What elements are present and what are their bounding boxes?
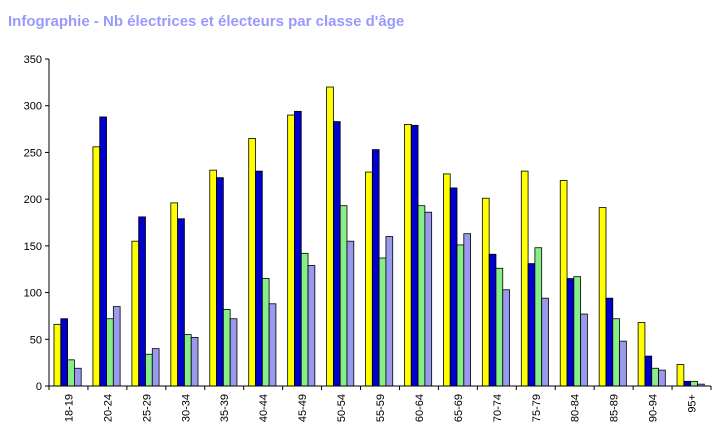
bar-90-94-series-2 xyxy=(644,355,653,387)
bar-85-89-series-4 xyxy=(619,340,627,387)
bar-20-24-series-4 xyxy=(112,306,121,387)
bar-55-59-series-4 xyxy=(385,236,394,387)
bar-18-19-series-1 xyxy=(53,323,62,387)
bar-25-29-series-4 xyxy=(151,348,160,387)
bar-30-34-series-2 xyxy=(177,218,185,387)
bar-65-69-series-3 xyxy=(456,244,465,387)
x-tick-label: 30-34 xyxy=(180,394,192,422)
y-tick-label: 250 xyxy=(24,147,42,159)
bar-60-64-series-4 xyxy=(424,211,433,387)
bar-50-54-series-3 xyxy=(339,205,348,387)
bar-90-94-series-3 xyxy=(651,367,659,387)
bar-30-34-series-4 xyxy=(190,337,199,387)
bar-90-94-series-4 xyxy=(658,369,666,387)
y-tick-label: 350 xyxy=(24,54,42,66)
bar-35-39-series-3 xyxy=(222,308,231,387)
bar-25-29-series-2 xyxy=(138,216,146,387)
bar-60-64-series-3 xyxy=(417,205,426,387)
y-tick-label: 50 xyxy=(30,334,42,346)
bar-75-79-series-4 xyxy=(541,297,549,387)
bar-30-34-series-1 xyxy=(170,202,179,387)
bar-45-49-series-1 xyxy=(287,114,295,387)
bar-65-69-series-4 xyxy=(463,233,472,387)
bar-70-74-series-3 xyxy=(495,267,504,387)
x-tick-label: 20-24 xyxy=(102,394,114,422)
bar-70-74-series-2 xyxy=(488,253,497,387)
bar-60-64-series-2 xyxy=(410,124,419,387)
y-tick-label: 0 xyxy=(36,381,42,393)
x-tick-label: 75-79 xyxy=(531,394,543,422)
x-tick-label: 70-74 xyxy=(492,394,504,422)
bar-75-79-series-3 xyxy=(534,247,543,387)
bar-85-89-series-2 xyxy=(605,297,614,387)
bar-40-44-series-1 xyxy=(248,138,256,387)
bar-80-84-series-3 xyxy=(573,276,582,387)
y-tick-label: 150 xyxy=(24,241,42,253)
x-tick-label: 65-69 xyxy=(453,394,465,422)
x-tick-label: 50-54 xyxy=(336,394,348,422)
bar-80-84-series-1 xyxy=(559,180,568,387)
bar-40-44-series-4 xyxy=(268,303,277,387)
x-tick-label: 35-39 xyxy=(219,394,231,422)
bar-50-54-series-4 xyxy=(346,240,355,387)
bar-75-79-series-1 xyxy=(520,170,529,387)
bar-70-74-series-1 xyxy=(481,197,490,387)
bar-80-84-series-4 xyxy=(580,313,588,387)
bar-45-49-series-3 xyxy=(300,252,309,387)
bar-65-69-series-2 xyxy=(449,187,458,387)
bar-65-69-series-1 xyxy=(443,173,451,387)
bar-45-49-series-4 xyxy=(307,265,316,387)
x-tick-label: 55-59 xyxy=(375,394,387,422)
bar-50-54-series-1 xyxy=(326,86,334,387)
x-tick-label: 80-84 xyxy=(570,394,582,422)
y-tick-label: 300 xyxy=(24,101,42,113)
bar-35-39-series-1 xyxy=(209,169,217,387)
bar-85-89-series-3 xyxy=(612,318,620,387)
bar-95+-series-2 xyxy=(683,380,692,387)
x-tick-label: 95+ xyxy=(687,394,699,413)
bar-20-24-series-2 xyxy=(99,116,107,387)
bar-40-44-series-2 xyxy=(255,170,263,387)
bar-35-39-series-4 xyxy=(229,318,238,387)
bar-55-59-series-2 xyxy=(371,149,380,387)
chart-title: Infographie - Nb électrices et électeurs… xyxy=(8,13,405,30)
bar-18-19-series-2 xyxy=(60,318,68,387)
bar-90-94-series-1 xyxy=(637,322,646,387)
bar-25-29-series-3 xyxy=(145,353,153,387)
x-tick-label: 18-19 xyxy=(63,394,75,422)
bar-30-34-series-3 xyxy=(184,334,192,387)
y-tick-label: 100 xyxy=(24,288,42,300)
x-tick-label: 40-44 xyxy=(258,394,270,422)
x-tick-label: 60-64 xyxy=(414,394,426,422)
bar-55-59-series-1 xyxy=(365,171,373,387)
bar-25-29-series-1 xyxy=(131,240,140,387)
bar-50-54-series-2 xyxy=(332,121,341,387)
bar-60-64-series-1 xyxy=(404,124,412,387)
bar-95+-series-1 xyxy=(676,364,685,387)
bar-70-74-series-4 xyxy=(502,289,510,387)
bar-55-59-series-3 xyxy=(378,257,387,387)
bar-80-84-series-2 xyxy=(566,278,575,387)
x-tick-label: 90-94 xyxy=(648,394,660,422)
x-tick-label: 85-89 xyxy=(609,394,621,422)
bar-75-79-series-2 xyxy=(527,263,536,387)
x-tick-label: 25-29 xyxy=(141,394,153,422)
bar-18-19-series-3 xyxy=(67,359,75,387)
bar-45-49-series-2 xyxy=(294,110,302,387)
bar-20-24-series-1 xyxy=(92,146,101,387)
bar-85-89-series-1 xyxy=(598,207,607,387)
bar-40-44-series-3 xyxy=(261,278,270,387)
bar-95+-series-3 xyxy=(690,380,698,387)
y-tick-label: 200 xyxy=(24,194,42,206)
bar-20-24-series-3 xyxy=(106,318,114,387)
x-tick-label: 45-49 xyxy=(297,394,309,422)
bar-18-19-series-4 xyxy=(74,367,82,387)
bar-35-39-series-2 xyxy=(216,177,224,387)
